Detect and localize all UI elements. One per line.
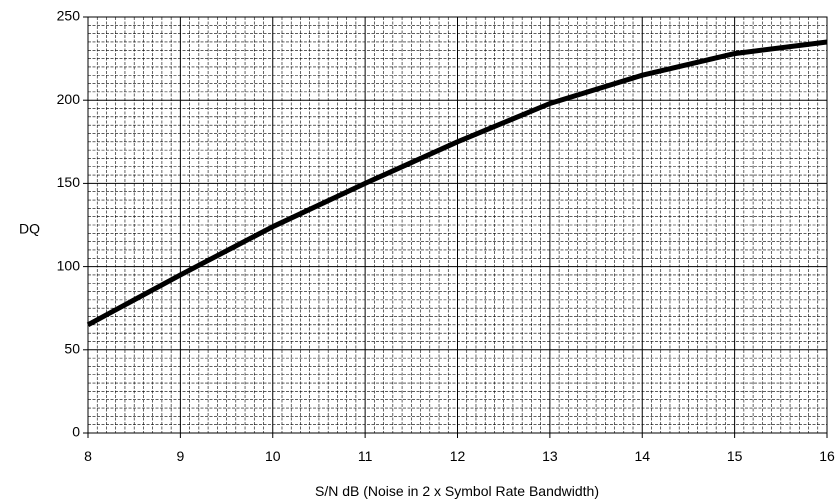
x-tick-label: 9: [176, 448, 184, 464]
x-tick-label: 15: [727, 448, 743, 464]
x-axis-title: S/N dB (Noise in 2 x Symbol Rate Bandwid…: [315, 483, 599, 499]
x-tick-label: 13: [542, 448, 558, 464]
x-tick-label: 12: [450, 448, 466, 464]
y-tick-label: 200: [57, 91, 81, 107]
x-tick-label: 14: [634, 448, 650, 464]
x-axis-tick-labels: 8 9 10 11 12 13 14 15 16: [84, 448, 835, 464]
x-tick-label: 8: [84, 448, 92, 464]
x-tick-label: 10: [265, 448, 281, 464]
y-tick-label: 50: [64, 341, 80, 357]
y-tick-label: 100: [57, 257, 81, 273]
x-tick-label: 11: [358, 448, 373, 464]
y-tick-label: 250: [57, 8, 81, 24]
series-layer: [86, 39, 828, 327]
y-axis-tick-labels: 0 50 100 150 200 250: [57, 8, 81, 440]
y-tick-label: 150: [57, 174, 81, 190]
series-line: [86, 39, 828, 327]
grid: [88, 17, 827, 433]
axis-ticks: [83, 16, 828, 438]
y-tick-label: 0: [72, 424, 80, 440]
x-tick-label: 16: [819, 448, 835, 464]
y-axis-title: DQ: [19, 221, 40, 237]
